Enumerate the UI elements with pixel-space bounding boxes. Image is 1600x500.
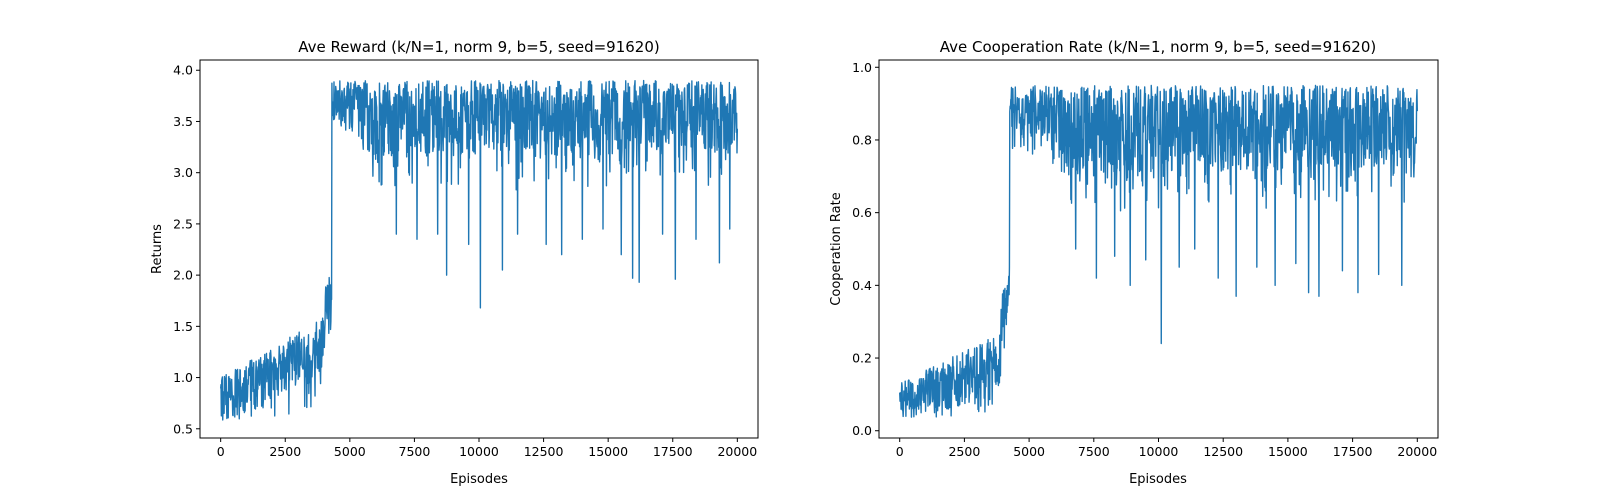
y-tick-label: 1.0 (852, 60, 872, 75)
series-line (899, 84, 1418, 418)
x-tick-label: 0 (896, 444, 904, 459)
y-tick-label: 0.5 (173, 421, 193, 436)
y-tick-label: 0.0 (852, 423, 872, 438)
x-tick-label: 7500 (399, 444, 431, 459)
x-tick-label: 7500 (1078, 444, 1110, 459)
y-tick-label: 2.0 (173, 268, 193, 283)
y-tick-label: 0.4 (852, 278, 872, 293)
y-tick-label: 2.5 (173, 216, 193, 231)
x-tick-label: 2500 (269, 444, 301, 459)
y-tick-label: 0.2 (852, 351, 872, 366)
x-tick-label: 12500 (524, 444, 564, 459)
y-tick-labels: 0.0 0.2 0.4 0.6 0.8 1.0 (852, 60, 879, 438)
chart-title: Ave Reward (k/N=1, norm 9, b=5, seed=916… (298, 38, 660, 56)
x-tick-label: 5000 (334, 444, 366, 459)
chart-title: Ave Cooperation Rate (k/N=1, norm 9, b=5… (940, 38, 1376, 56)
x-tick-label: 0 (217, 444, 225, 459)
y-tick-label: 1.5 (173, 319, 193, 334)
y-tick-label: 3.5 (173, 114, 193, 129)
y-tick-label: 0.6 (852, 205, 872, 220)
x-tick-label: 15000 (588, 444, 628, 459)
x-tick-label: 10000 (459, 444, 499, 459)
x-axis-label: Episodes (1129, 472, 1187, 487)
y-axis-label: Cooperation Rate (829, 192, 844, 305)
x-tick-label: 10000 (1139, 444, 1179, 459)
series-line (219, 79, 739, 421)
x-tick-label: 20000 (1397, 444, 1437, 459)
reward-chart: Ave Reward (k/N=1, norm 9, b=5, seed=916… (150, 38, 759, 487)
plot-frame (199, 59, 759, 439)
x-tick-label: 17500 (653, 444, 693, 459)
y-axis-label: Returns (150, 224, 165, 274)
y-tick-label: 4.0 (173, 63, 193, 78)
x-tick-label: 12500 (1203, 444, 1243, 459)
x-tick-label: 17500 (1333, 444, 1373, 459)
y-tick-labels: 0.5 1.0 1.5 2.0 2.5 3.0 3.5 4.0 (173, 63, 200, 436)
cooperation-chart: Ave Cooperation Rate (k/N=1, norm 9, b=5… (829, 38, 1439, 487)
y-tick-label: 1.0 (173, 370, 193, 385)
x-tick-label: 20000 (717, 444, 757, 459)
x-tick-labels: 0 2500 5000 7500 10000 12500 15000 17500 20000 (217, 438, 757, 459)
y-tick-label: 3.0 (173, 165, 193, 180)
x-tick-label: 2500 (948, 444, 980, 459)
x-tick-label: 15000 (1268, 444, 1308, 459)
y-tick-label: 0.8 (852, 132, 872, 147)
x-axis-label: Episodes (450, 472, 508, 487)
plot-frame (878, 59, 1439, 439)
x-tick-label: 5000 (1013, 444, 1045, 459)
x-tick-labels: 0 2500 5000 7500 10000 12500 15000 17500 20000 (896, 438, 1437, 459)
